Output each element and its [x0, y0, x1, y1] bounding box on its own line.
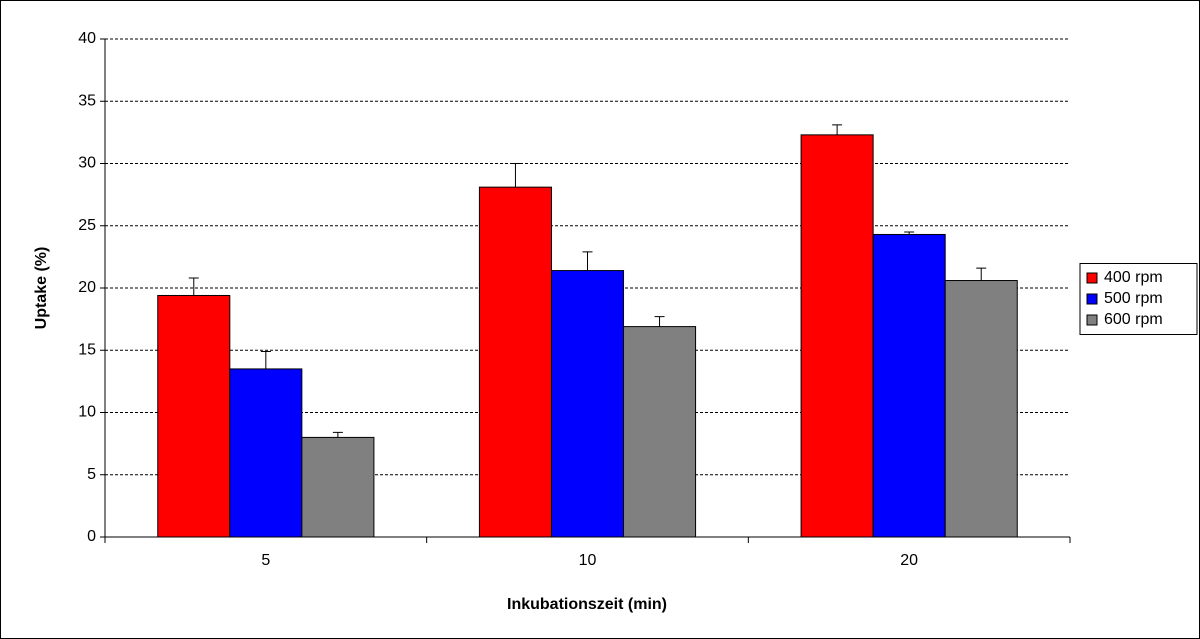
bar — [229, 368, 303, 538]
error-bar — [976, 267, 987, 281]
y-tick-label: 10 — [78, 404, 96, 421]
x-tick-label: 5 — [261, 552, 270, 569]
legend-swatch — [1086, 314, 1098, 326]
legend-label: 600 rpm — [1104, 311, 1163, 328]
y-tick-label: 15 — [78, 341, 96, 358]
error-bar — [188, 277, 199, 296]
y-tick-label: 40 — [78, 30, 96, 47]
y-tick-label: 25 — [78, 217, 96, 234]
error-bar — [904, 231, 915, 235]
legend-label: 400 rpm — [1104, 269, 1163, 286]
bar — [478, 186, 552, 538]
x-tick-label: 10 — [579, 552, 597, 569]
error-bar — [582, 251, 593, 271]
y-tick-label: 5 — [87, 466, 96, 483]
legend-swatch — [1086, 293, 1098, 305]
bar — [623, 326, 697, 538]
legend-box — [1079, 263, 1198, 335]
legend-swatch — [1086, 272, 1098, 284]
error-bar — [332, 431, 343, 438]
y-tick-label: 35 — [78, 92, 96, 109]
bar — [872, 233, 946, 538]
bar — [301, 436, 375, 538]
error-bar — [510, 163, 521, 188]
error-bar — [260, 350, 271, 369]
legend-label: 500 rpm — [1104, 290, 1163, 307]
bar — [550, 270, 625, 538]
y-tick-label: 30 — [78, 155, 96, 172]
error-bar — [654, 316, 665, 327]
bar — [944, 280, 1018, 538]
y-axis-title: Uptake (%) — [33, 247, 50, 330]
error-bar — [832, 124, 843, 135]
y-tick-label: 20 — [78, 279, 96, 296]
x-axis-title: Inkubationszeit (min) — [507, 596, 667, 613]
bar — [800, 134, 874, 538]
bar — [157, 294, 231, 538]
x-tick-label: 20 — [900, 552, 918, 569]
y-tick-label: 0 — [87, 528, 96, 545]
